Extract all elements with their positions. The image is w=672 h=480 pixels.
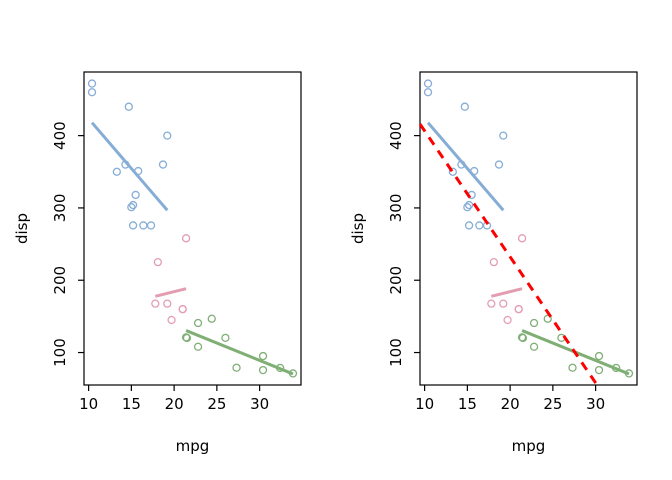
data-point-group-pink [514, 305, 523, 314]
data-point-group-blue [124, 102, 133, 111]
data-point-group-blue [494, 160, 504, 169]
fit-line-group-blue [90, 121, 169, 212]
plot-box [419, 71, 638, 386]
x-axis-tick-label: 10 [415, 395, 434, 413]
y-axis-tick-label: 400 [51, 121, 69, 150]
data-point-group-green [594, 351, 604, 361]
data-point-group-pink [499, 299, 508, 308]
data-point-group-blue [87, 88, 97, 97]
data-point-group-green [181, 333, 191, 342]
data-point-group-blue [163, 131, 172, 140]
data-point-group-blue [87, 79, 97, 88]
data-point-group-green [568, 363, 577, 372]
y-axis-tick-label: 300 [387, 194, 405, 223]
data-point-group-blue [423, 88, 433, 97]
data-point-group-blue [128, 200, 138, 210]
data-point-group-pink [178, 305, 187, 314]
x-axis-tick-label: 10 [79, 395, 98, 413]
data-point-group-blue [112, 167, 121, 176]
data-point-group-blue [499, 131, 508, 140]
scatter-panel-left: 10 15 20 25 30 100 200 300 400 mpg disp [13, 71, 302, 455]
x-axis-tick-label: 25 [543, 395, 562, 413]
y-axis-tick-label: 100 [51, 338, 69, 367]
data-point-group-green [221, 333, 230, 343]
data-point-group-blue [158, 160, 168, 169]
data-point-group-pink [167, 315, 176, 325]
data-point-group-green [529, 318, 539, 328]
data-point-group-blue [448, 167, 457, 176]
data-point-group-pink [181, 234, 191, 243]
y-axis-title: disp [13, 213, 31, 244]
overall-fit-line [418, 123, 599, 386]
data-point-group-green [258, 365, 268, 375]
x-axis-title: mpg [176, 437, 210, 455]
y-axis-tick-label: 200 [387, 266, 405, 295]
x-axis-tick-label: 30 [250, 395, 269, 413]
x-axis-title: mpg [512, 437, 546, 455]
data-point-group-green [207, 314, 216, 323]
data-point-group-green [193, 318, 203, 328]
data-point-group-green [193, 342, 203, 351]
data-point-group-pink [153, 258, 163, 267]
data-point-group-pink [487, 299, 496, 308]
data-point-group-blue [464, 200, 474, 210]
data-point-group-blue [460, 102, 469, 111]
y-axis-tick-label: 100 [387, 338, 405, 367]
data-point-group-green [529, 342, 539, 351]
data-point-group-blue [127, 203, 136, 212]
data-point-group-blue [139, 221, 148, 230]
y-axis-tick-label: 200 [51, 266, 69, 295]
y-axis-title: disp [349, 213, 367, 244]
data-point-group-blue [131, 190, 140, 200]
plot-box [83, 71, 302, 386]
x-axis-tick-label: 20 [501, 395, 520, 413]
fit-line-group-blue [426, 121, 505, 212]
data-point-group-blue [464, 221, 474, 230]
data-point-group-pink [163, 299, 172, 308]
data-point-group-green [258, 351, 268, 361]
data-point-group-pink [503, 315, 512, 325]
data-point-group-pink [517, 234, 527, 243]
x-axis-tick-label: 25 [207, 395, 226, 413]
x-axis-tick-label: 15 [122, 395, 141, 413]
data-point-group-blue [475, 221, 484, 230]
data-point-group-blue [463, 203, 472, 212]
y-axis-tick-label: 300 [51, 194, 69, 223]
x-axis-tick-label: 15 [458, 395, 477, 413]
data-point-group-green [517, 333, 527, 342]
data-point-group-blue [146, 221, 156, 230]
fit-line-group-green [185, 329, 294, 376]
x-axis-tick-label: 20 [165, 395, 184, 413]
fit-line-group-pink [490, 287, 523, 298]
data-point-group-pink [489, 258, 499, 267]
data-point-group-green [594, 365, 604, 375]
fit-line-group-pink [154, 287, 187, 298]
y-axis-tick-label: 400 [387, 121, 405, 150]
x-axis-tick-label: 30 [586, 395, 605, 413]
data-point-group-green [232, 363, 241, 372]
data-point-group-blue [423, 79, 433, 88]
data-point-group-green [543, 314, 552, 323]
scatter-panel-right: 10 15 20 25 30 100 200 300 400 mpg disp [349, 71, 638, 455]
data-point-group-pink [151, 299, 160, 308]
data-point-group-blue [128, 221, 138, 230]
